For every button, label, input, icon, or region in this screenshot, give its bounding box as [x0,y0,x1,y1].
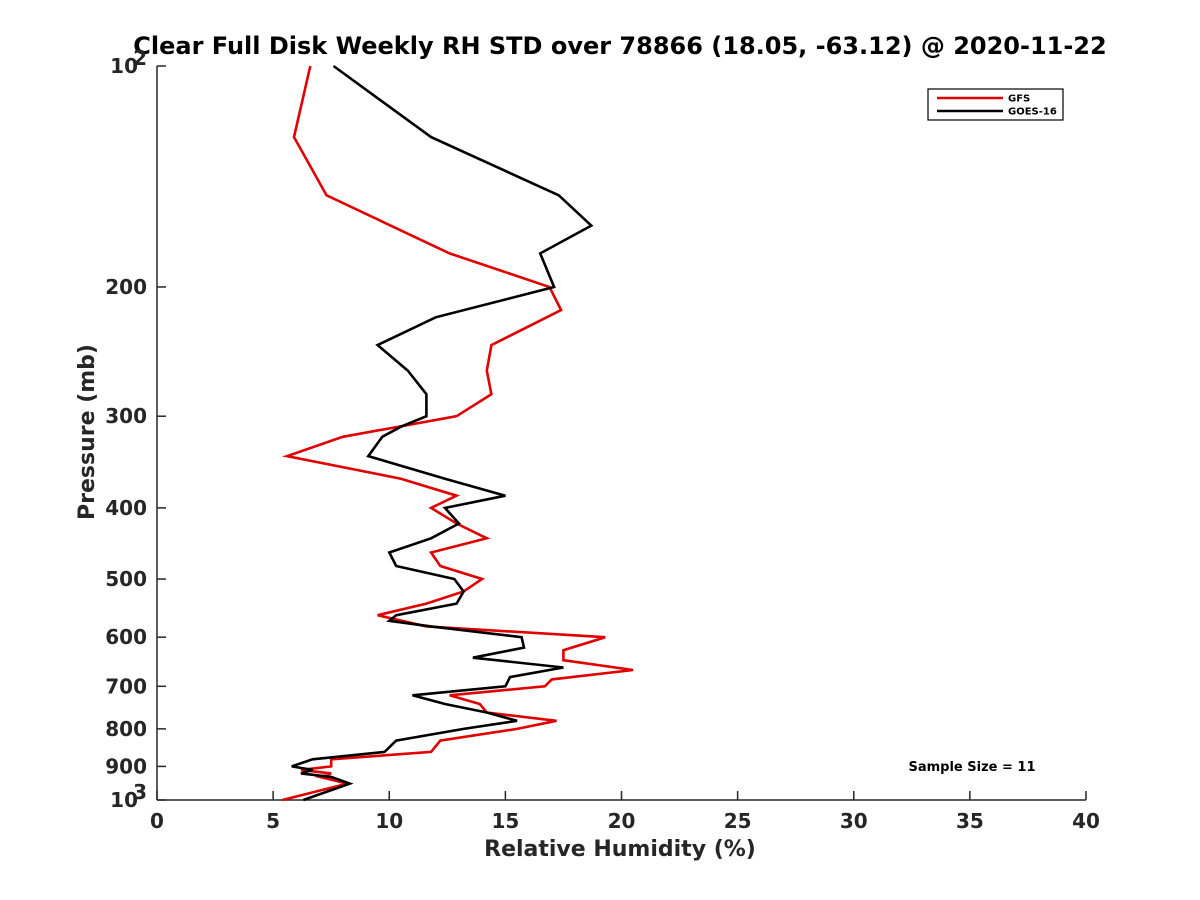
y-tick-label: 800 [105,717,147,741]
series-line-gfs [282,65,634,802]
y-tick-label: 10 [110,788,138,812]
y-tick-label: 900 [105,754,147,778]
x-tick-label: 25 [724,809,752,833]
x-tick-label: 0 [150,809,164,833]
x-tick-label: 5 [266,809,280,833]
x-tick-label: 15 [491,809,519,833]
legend-box [927,88,1064,121]
x-tick-label: 35 [956,809,984,833]
y-tick-label: 200 [105,275,147,299]
y-tick-label: 10 [110,54,138,78]
y-tick-label: 700 [105,674,147,698]
y-axis-label: Pressure (mb) [75,344,100,520]
x-tick-label: 10 [375,809,403,833]
plot-area [156,66,1086,801]
y-tick-label: 600 [105,625,147,649]
y-tick-label: 400 [105,496,147,520]
y-tick-label: 500 [105,567,147,591]
legend-label: GOES-16 [1008,107,1057,118]
y-tick-label: 300 [105,404,147,428]
x-axis-label: Relative Humidity (%) [484,837,756,862]
x-axis: 0 5 10 15 20 25 30 35 40 [150,791,1100,833]
y-tick-exponent: 2 [133,46,147,70]
legend-label: GFS [1008,94,1030,105]
legend: GFS GOES-16 [927,88,1064,121]
sample-size-annotation: Sample Size = 11 [908,760,1035,775]
series-line-goes-16 [291,64,594,802]
x-tick-label: 40 [1072,809,1100,833]
x-tick-label: 30 [840,809,868,833]
x-tick-label: 20 [608,809,636,833]
chart-title: Clear Full Disk Weekly RH STD over 78866… [133,32,1106,60]
series-layer [282,64,634,802]
y-tick-exponent: 3 [133,780,147,804]
